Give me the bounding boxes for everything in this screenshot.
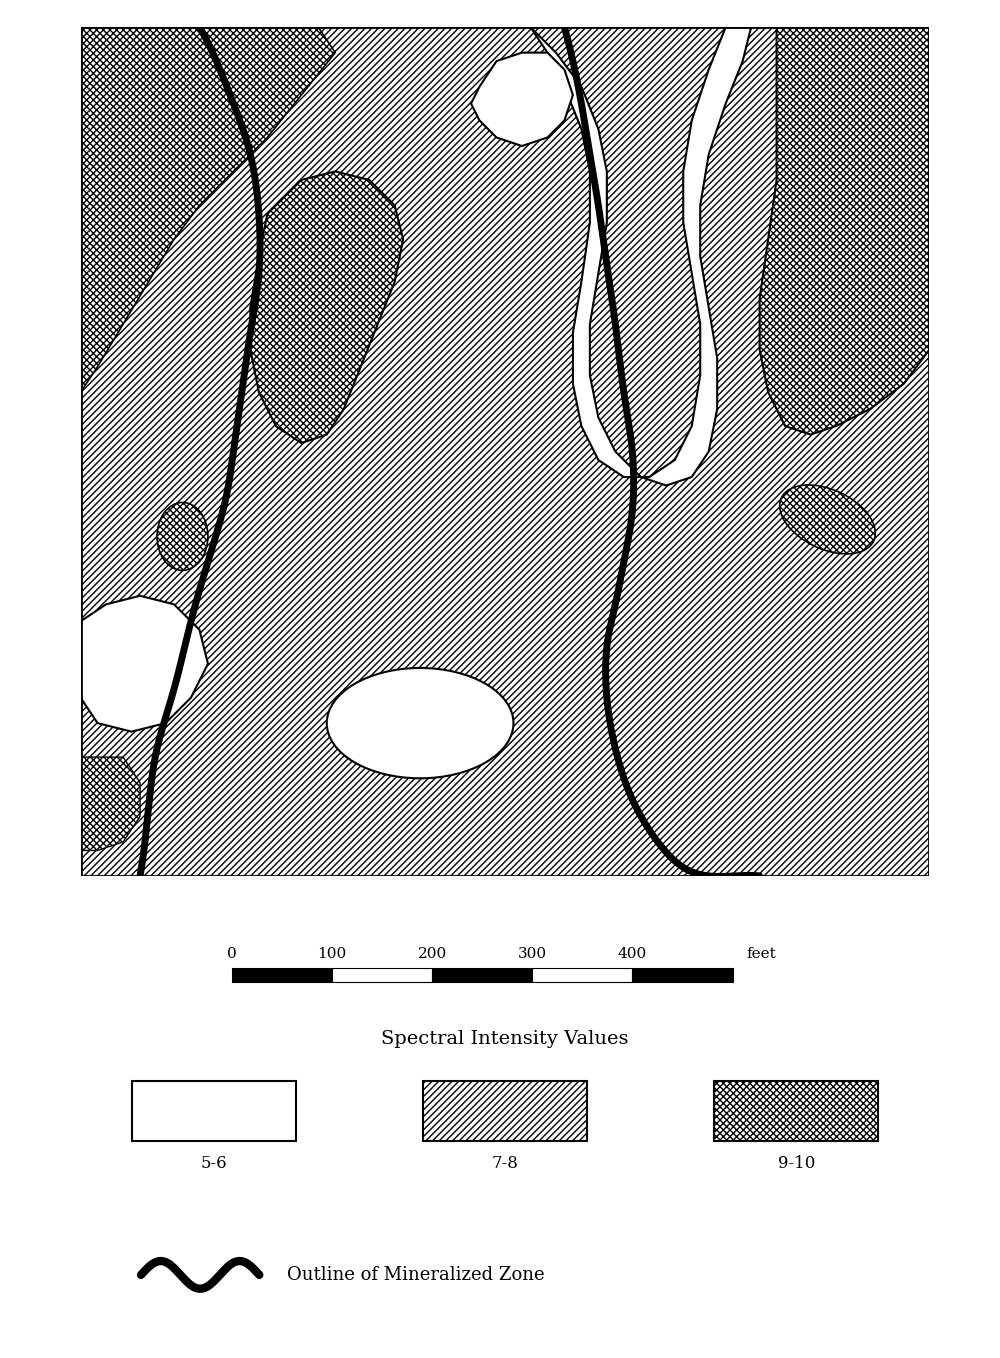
Text: 300: 300	[518, 947, 547, 961]
Text: Spectral Intensity Values: Spectral Intensity Values	[381, 1031, 629, 1048]
Text: 9-10: 9-10	[778, 1154, 815, 1172]
Polygon shape	[81, 758, 140, 850]
Bar	[632, 968, 733, 982]
Polygon shape	[81, 596, 208, 732]
Bar	[532, 968, 632, 982]
Ellipse shape	[157, 502, 208, 570]
Bar	[332, 968, 432, 982]
Text: feet: feet	[746, 947, 776, 961]
Text: 200: 200	[418, 947, 447, 961]
Polygon shape	[250, 171, 403, 443]
Text: 5-6: 5-6	[200, 1154, 227, 1172]
Polygon shape	[760, 27, 929, 435]
Bar	[232, 968, 332, 982]
Ellipse shape	[780, 485, 875, 554]
Polygon shape	[471, 53, 573, 145]
Text: 7-8: 7-8	[492, 1154, 518, 1172]
Bar	[714, 1081, 878, 1141]
Polygon shape	[530, 27, 751, 486]
Bar	[132, 1081, 296, 1141]
Text: Outline of Mineralized Zone: Outline of Mineralized Zone	[287, 1266, 544, 1283]
Bar	[423, 1081, 587, 1141]
Ellipse shape	[327, 668, 513, 778]
Text: 0: 0	[227, 947, 237, 961]
Polygon shape	[81, 27, 335, 392]
Text: 100: 100	[317, 947, 347, 961]
Text: 400: 400	[618, 947, 647, 961]
Bar	[432, 968, 532, 982]
